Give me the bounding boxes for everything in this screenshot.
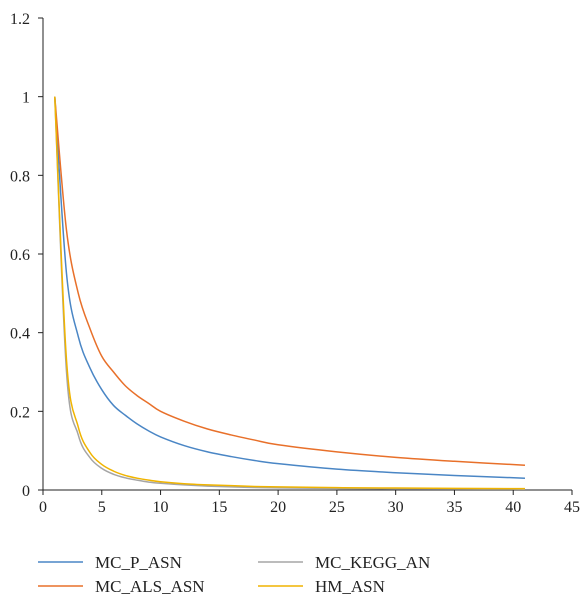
series-line-mc-als-asn [54, 96, 526, 466]
y-tick-label: 0.4 [10, 326, 30, 343]
x-tick-label: 30 [388, 499, 404, 516]
chart-legend: MC_P_ASN MC_KEGG_AN MC_ALS_ASN HM_ASN [38, 553, 430, 596]
y-tick-label: 1 [22, 90, 30, 107]
legend-label: HM_ASN [315, 577, 385, 596]
x-tick-label: 40 [505, 499, 521, 516]
y-tick-label: 0.6 [10, 247, 30, 264]
legend-item: MC_ALS_ASN [38, 577, 205, 596]
x-axis-ticks: 0 5 10 15 20 25 30 35 40 45 [39, 490, 580, 516]
y-tick-label: 0.8 [10, 168, 30, 185]
y-axis-ticks: 0 0.2 0.4 0.6 0.8 1 1.2 [10, 11, 43, 500]
legend-item: MC_P_ASN [38, 553, 182, 572]
x-tick-label: 0 [39, 499, 47, 516]
x-tick-label: 10 [153, 499, 169, 516]
legend-label: MC_P_ASN [95, 553, 182, 572]
x-tick-label: 15 [211, 499, 227, 516]
y-tick-label: 1.2 [10, 11, 30, 28]
x-tick-label: 45 [564, 499, 580, 516]
y-tick-label: 0 [22, 483, 30, 500]
legend-item: MC_KEGG_AN [258, 553, 430, 572]
series-line-mc-kegg-an [54, 96, 525, 490]
legend-label: MC_ALS_ASN [95, 577, 205, 596]
chart-axes [42, 18, 572, 491]
x-tick-label: 35 [446, 499, 462, 516]
y-tick-label: 0.2 [10, 404, 30, 421]
series-line-hm-asn [54, 96, 525, 490]
legend-item: HM_ASN [258, 577, 385, 596]
series-line-mc-p-asn [54, 96, 526, 479]
x-tick-label: 25 [329, 499, 345, 516]
plot-area [54, 96, 526, 490]
x-tick-label: 5 [98, 499, 106, 516]
legend-label: MC_KEGG_AN [315, 553, 430, 572]
x-tick-label: 20 [270, 499, 286, 516]
